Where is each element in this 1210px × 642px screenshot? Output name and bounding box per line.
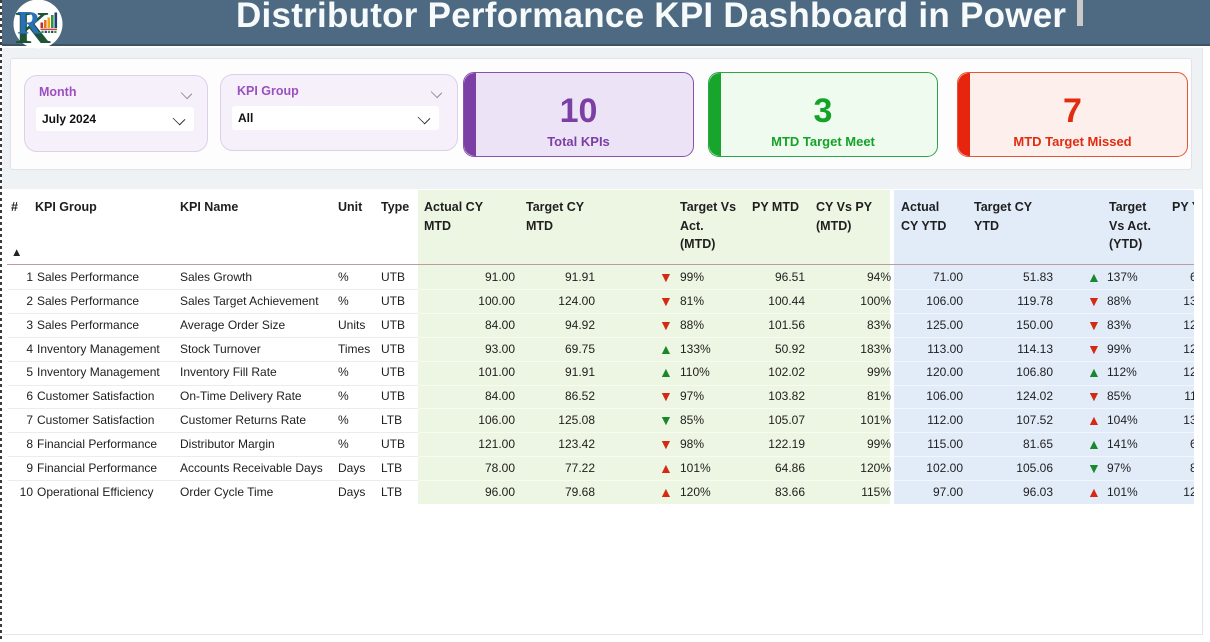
- svg-text:R: R: [17, 6, 42, 42]
